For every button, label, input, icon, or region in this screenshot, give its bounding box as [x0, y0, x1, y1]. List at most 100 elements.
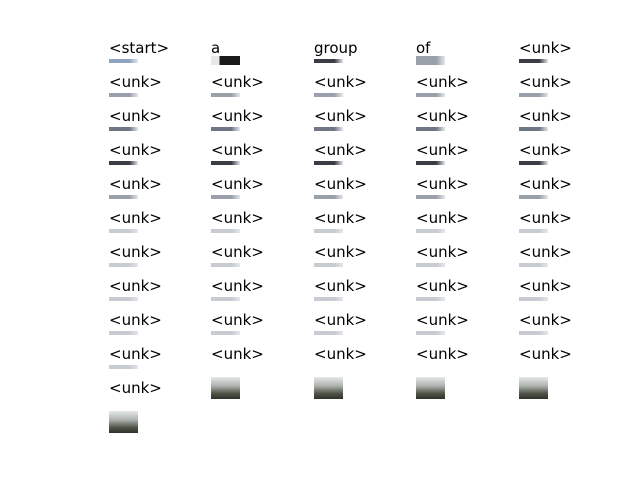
token-cell: <unk> — [109, 312, 209, 346]
token-label: <unk> — [314, 141, 367, 159]
token-label: <unk> — [211, 345, 264, 363]
token-label: <unk> — [519, 175, 572, 193]
attention-thumbnail — [519, 93, 548, 97]
attention-thumbnail — [314, 331, 343, 335]
attention-thumbnail — [519, 297, 548, 301]
attention-thumbnail — [211, 331, 240, 335]
token-cell: <unk> — [109, 278, 209, 312]
token-cell: <unk> — [314, 74, 414, 108]
token-label: <unk> — [314, 107, 367, 125]
attention-thumbnail — [416, 161, 445, 165]
token-cell: <unk> — [211, 74, 311, 108]
attention-thumbnail — [519, 59, 548, 63]
attention-thumbnail — [211, 56, 240, 65]
token-cell: <unk> — [416, 244, 516, 278]
token-label: <unk> — [519, 277, 572, 295]
token-label: <unk> — [109, 141, 162, 159]
token-label: <unk> — [211, 175, 264, 193]
token-cell: <unk> — [416, 176, 516, 210]
token-cell: <unk> — [314, 210, 414, 244]
token-label: <unk> — [519, 107, 572, 125]
token-label: a — [211, 39, 221, 57]
token-label: <unk> — [519, 39, 572, 57]
token-cell: <unk> — [109, 142, 209, 176]
token-label: <unk> — [519, 345, 572, 363]
token-label: <unk> — [416, 209, 469, 227]
token-label: <unk> — [109, 175, 162, 193]
attention-thumbnail — [314, 229, 343, 233]
token-cell: <unk> — [416, 142, 516, 176]
token-cell: <unk> — [314, 244, 414, 278]
attention-thumbnail — [211, 127, 240, 131]
attention-thumbnail — [314, 297, 343, 301]
token-cell: <unk> — [519, 108, 619, 142]
token-cell: <unk> — [211, 176, 311, 210]
token-cell: <unk> — [109, 108, 209, 142]
token-label: <unk> — [211, 107, 264, 125]
token-cell: <unk> — [109, 244, 209, 278]
token-label: <unk> — [211, 277, 264, 295]
token-cell: <unk> — [416, 345, 516, 399]
token-cell: <unk> — [519, 176, 619, 210]
attention-thumbnail — [314, 377, 343, 399]
attention-thumbnail — [416, 127, 445, 131]
token-label: <unk> — [519, 311, 572, 329]
attention-thumbnail — [519, 263, 548, 267]
attention-thumbnail — [109, 195, 138, 199]
token-cell: <unk> — [314, 142, 414, 176]
attention-thumbnail — [109, 161, 138, 165]
token-label: <unk> — [314, 73, 367, 91]
attention-thumbnail — [109, 263, 138, 267]
token-cell: of — [416, 40, 516, 74]
attention-thumbnail — [109, 93, 138, 97]
token-label: <unk> — [416, 175, 469, 193]
token-cell: <unk> — [211, 142, 311, 176]
token-cell: <unk> — [416, 108, 516, 142]
attention-thumbnail — [211, 377, 240, 399]
token-label: <unk> — [314, 277, 367, 295]
token-label: <unk> — [416, 141, 469, 159]
attention-thumbnail — [211, 195, 240, 199]
token-cell: <unk> — [211, 108, 311, 142]
token-label: <unk> — [211, 243, 264, 261]
token-label: <unk> — [519, 243, 572, 261]
attention-thumbnail — [416, 297, 445, 301]
attention-thumbnail — [109, 229, 138, 233]
token-label: <unk> — [416, 277, 469, 295]
token-cell: <unk> — [314, 312, 414, 346]
attention-thumbnail — [416, 377, 445, 399]
token-label: <unk> — [109, 243, 162, 261]
token-cell: <unk> — [416, 210, 516, 244]
token-label: <unk> — [519, 73, 572, 91]
attention-thumbnail — [211, 229, 240, 233]
token-label: <unk> — [416, 73, 469, 91]
token-label: group — [314, 39, 358, 57]
token-label: <unk> — [416, 311, 469, 329]
attention-thumbnail — [519, 127, 548, 131]
token-cell: <unk> — [109, 176, 209, 210]
attention-thumbnail — [211, 93, 240, 97]
token-cell: <start> — [109, 40, 209, 74]
attention-thumbnail — [211, 263, 240, 267]
token-cell: <unk> — [109, 380, 209, 433]
token-label: <start> — [109, 39, 170, 57]
attention-thumbnail — [109, 59, 138, 63]
token-label: <unk> — [211, 311, 264, 329]
token-label: <unk> — [211, 73, 264, 91]
token-cell: <unk> — [519, 312, 619, 346]
attention-thumbnail — [416, 331, 445, 335]
attention-thumbnail — [314, 93, 343, 97]
attention-thumbnail — [314, 263, 343, 267]
token-cell: <unk> — [416, 278, 516, 312]
token-cell: <unk> — [211, 244, 311, 278]
token-label: <unk> — [416, 345, 469, 363]
token-cell: <unk> — [519, 244, 619, 278]
attention-thumbnail — [416, 195, 445, 199]
token-cell: <unk> — [416, 312, 516, 346]
token-label: <unk> — [109, 345, 162, 363]
token-cell: <unk> — [109, 346, 209, 380]
token-label: <unk> — [314, 209, 367, 227]
attention-thumbnail — [314, 127, 343, 131]
token-label: <unk> — [109, 73, 162, 91]
attention-thumbnail — [416, 93, 445, 97]
